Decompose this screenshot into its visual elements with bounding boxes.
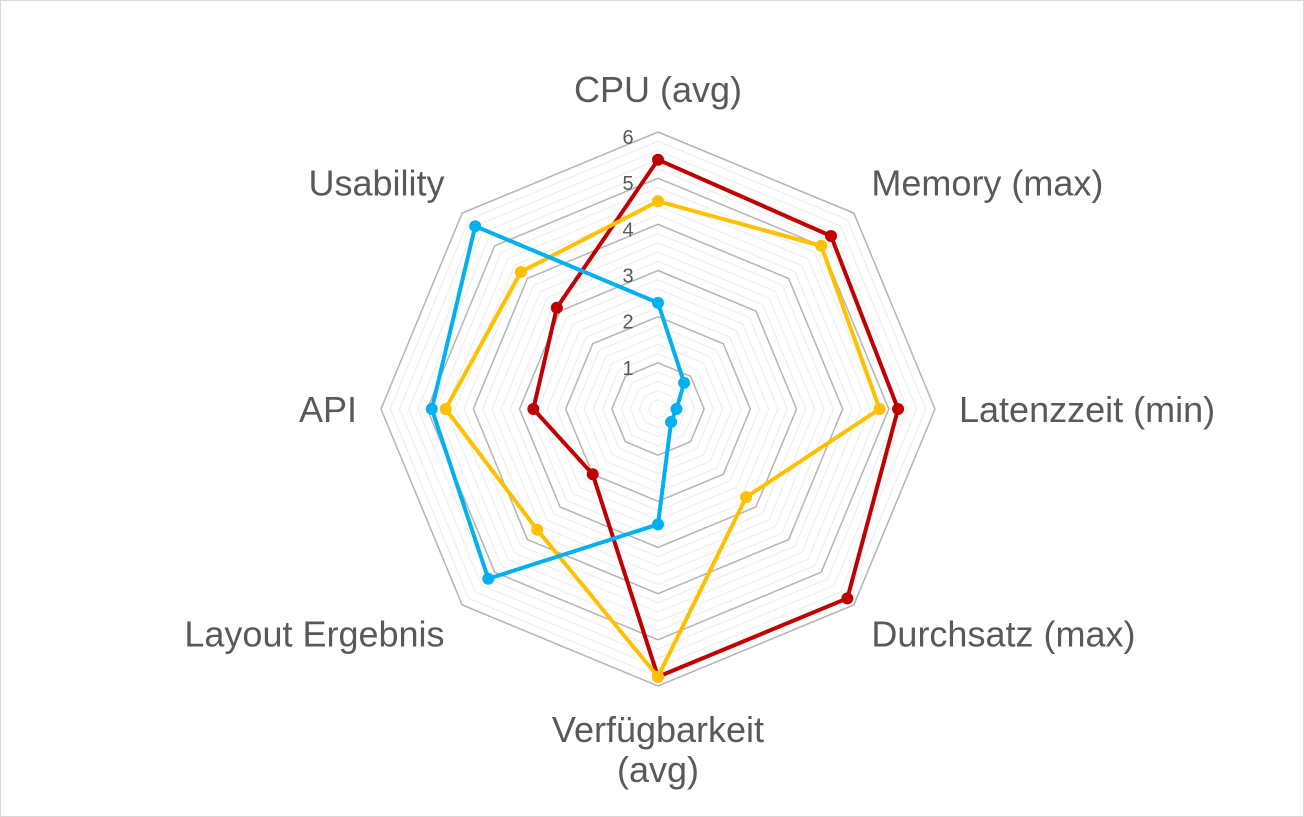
series-3-point xyxy=(678,376,691,389)
major-gridline xyxy=(472,223,844,595)
series-2-point xyxy=(815,239,828,252)
series-2-point xyxy=(652,670,664,683)
minor-gridline xyxy=(602,353,714,465)
series-3-point xyxy=(425,403,438,415)
category-label-line: API xyxy=(299,389,357,430)
minor-gridline xyxy=(445,196,871,622)
tick-label: 6 xyxy=(622,127,633,149)
minor-gridline xyxy=(398,149,918,669)
minor-gridline xyxy=(648,399,668,419)
series-1-point xyxy=(652,153,664,166)
tick-labels: 1 2 3 4 5 6 xyxy=(622,127,633,380)
minor-gridline xyxy=(555,306,761,512)
category-label: API xyxy=(299,389,357,430)
category-label-line: Durchsatz (max) xyxy=(871,613,1135,654)
series-layer xyxy=(425,153,905,683)
series-3-point xyxy=(469,220,482,233)
minor-gridline xyxy=(546,297,770,521)
category-label: Layout Ergebnis xyxy=(184,613,444,654)
minor-gridline xyxy=(574,325,742,493)
tick-label: 1 xyxy=(622,358,633,380)
minor-gridline xyxy=(417,168,899,650)
minor-gridline xyxy=(435,186,881,632)
series-3-point xyxy=(665,416,678,429)
minor-gridline xyxy=(638,389,678,429)
major-gridline xyxy=(380,131,936,687)
category-label: Latenzzeit (min) xyxy=(959,389,1215,430)
tick-label: 5 xyxy=(622,173,633,195)
minor-gridline xyxy=(500,251,816,567)
series-2-point xyxy=(439,403,452,415)
minor-gridline xyxy=(528,279,788,539)
tick-label: 3 xyxy=(622,266,633,288)
major-gridline xyxy=(426,177,890,641)
series-2-point xyxy=(531,523,544,536)
category-label: CPU (avg) xyxy=(574,69,742,110)
series-1-point xyxy=(892,403,905,415)
major-gridline xyxy=(611,362,705,456)
category-label-line: Latenzzeit (min) xyxy=(959,389,1215,430)
category-label-line: CPU (avg) xyxy=(574,69,742,110)
series-1-point xyxy=(825,229,838,242)
series-3-point xyxy=(670,403,683,415)
category-label-line: Memory (max) xyxy=(871,163,1103,204)
minor-gridline xyxy=(592,343,724,475)
minor-gridline xyxy=(482,233,834,585)
major-gridline xyxy=(518,269,798,549)
category-label-line: Verfügbarkeit xyxy=(552,709,764,750)
minor-gridlines xyxy=(389,140,927,678)
minor-gridline xyxy=(491,242,825,576)
minor-gridline xyxy=(408,159,908,659)
series-3-point xyxy=(482,572,495,585)
minor-gridline xyxy=(509,260,807,558)
series-1-point xyxy=(527,403,540,415)
category-label-line: Layout Ergebnis xyxy=(184,613,444,654)
minor-gridline xyxy=(463,214,853,604)
category-label: Durchsatz (max) xyxy=(871,613,1135,654)
category-label-line: (avg) xyxy=(617,749,699,790)
category-labels: CPU (avg) Memory (max) Latenzzeit (min) Dur… xyxy=(184,69,1215,790)
category-label: Memory (max) xyxy=(871,163,1103,204)
category-label: Verfügbarkeit (avg) xyxy=(552,709,764,790)
minor-gridline xyxy=(620,371,696,447)
series-1-point xyxy=(586,468,599,481)
series-1-point xyxy=(841,592,854,605)
major-gridline xyxy=(564,315,752,503)
minor-gridline xyxy=(454,205,862,613)
series-2-point xyxy=(652,195,664,208)
series-1-point xyxy=(550,301,563,314)
minor-gridline xyxy=(583,334,733,484)
category-label: Usability xyxy=(309,163,445,204)
series-2-point xyxy=(873,403,886,415)
tick-label: 4 xyxy=(622,219,633,241)
series-line-3 xyxy=(429,224,687,581)
series-2-point xyxy=(740,491,753,504)
series-3-point xyxy=(652,518,664,531)
category-label-line: Usability xyxy=(309,163,445,204)
series-3-point xyxy=(652,296,664,309)
series-2-point xyxy=(514,265,527,278)
tick-label: 2 xyxy=(622,312,633,334)
